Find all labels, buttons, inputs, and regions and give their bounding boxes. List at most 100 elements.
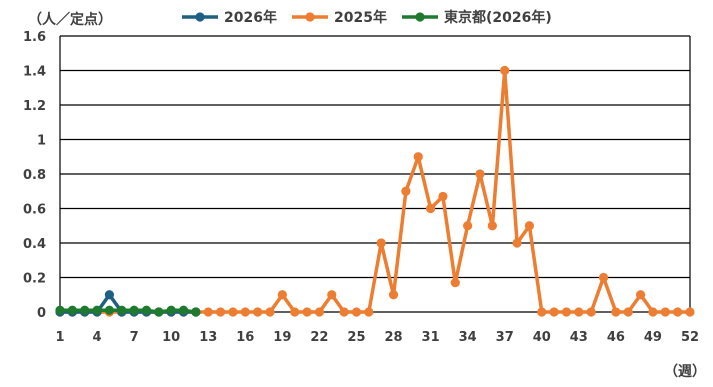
- x-tick-label: 16: [236, 330, 254, 345]
- legend: 2026年 2025年 東京都(2026年): [182, 9, 552, 26]
- x-tick-label: 7: [130, 330, 139, 345]
- x-tick-labels: 1 4 7 10 13 16 19 22 25 28 31 34 37 40 43 46 49 52: [55, 330, 699, 345]
- x-tick-label: 10: [162, 330, 180, 345]
- axes: [59, 36, 691, 312]
- data-point: [351, 307, 362, 317]
- data-point: [339, 307, 349, 317]
- data-point: [524, 221, 535, 231]
- data-point: [413, 152, 423, 162]
- x-tick-label: 43: [570, 330, 588, 345]
- y-tick-label: 0: [37, 306, 46, 321]
- data-point: [92, 305, 102, 315]
- legend-swatch-marker: [415, 12, 425, 22]
- y-tick-label: 1.4: [23, 65, 46, 80]
- data-point: [463, 221, 473, 231]
- data-point: [475, 169, 485, 179]
- y-tick-label: 1: [37, 134, 46, 149]
- y-tick-label: 1.2: [23, 99, 46, 114]
- y-tick-label: 0.6: [23, 203, 46, 218]
- data-point: [277, 290, 287, 300]
- data-point: [129, 305, 139, 315]
- data-point: [253, 307, 263, 317]
- legend-item-2: 東京都(2026年): [402, 9, 552, 26]
- y-unit-label: （人／定点）: [28, 11, 112, 28]
- data-point: [314, 307, 325, 317]
- x-tick-label: 4: [93, 330, 102, 345]
- y-tick-label: 0.8: [23, 168, 46, 183]
- data-point: [364, 307, 374, 317]
- data-point: [425, 203, 436, 214]
- data-point: [673, 307, 683, 317]
- legend-swatch-marker: [305, 12, 315, 22]
- data-point: [240, 307, 250, 317]
- data-point: [215, 307, 226, 317]
- data-point: [500, 65, 510, 76]
- data-point: [228, 307, 238, 317]
- data-point: [141, 305, 152, 315]
- data-point: [574, 307, 584, 317]
- legend-label: 2025年: [334, 9, 387, 26]
- x-tick-label: 22: [310, 330, 328, 345]
- data-point: [586, 307, 596, 317]
- series-1: [55, 65, 695, 317]
- data-point: [401, 186, 411, 196]
- data-point: [487, 221, 497, 231]
- series-2: [55, 305, 201, 317]
- data-point: [191, 307, 201, 317]
- data-point: [648, 307, 658, 317]
- x-tick-label: 13: [199, 330, 217, 345]
- legend-item-1: 2025年: [292, 9, 387, 26]
- data-point: [80, 305, 90, 315]
- data-point: [265, 307, 275, 317]
- x-tick-label: 25: [347, 330, 365, 345]
- data-point: [561, 307, 572, 317]
- data-point: [512, 238, 522, 248]
- data-point: [388, 290, 399, 300]
- data-point: [302, 307, 312, 317]
- data-point: [598, 272, 609, 283]
- data-point: [203, 307, 213, 317]
- x-tick-label: 31: [422, 330, 440, 345]
- y-tick-labels: 0 0.2 0.4 0.6 0.8 1 1.2 1.4 1.6: [23, 30, 46, 321]
- data-point: [611, 307, 621, 317]
- data-point: [450, 278, 460, 288]
- legend-label: 2026年: [224, 9, 277, 26]
- y-tick-label: 0.4: [23, 237, 46, 252]
- legend-item-0: 2026年: [182, 9, 277, 26]
- x-tick-label: 34: [459, 330, 477, 345]
- plot-area: [55, 65, 695, 317]
- data-point: [178, 305, 189, 315]
- data-point: [549, 307, 559, 317]
- series-0: [55, 290, 201, 317]
- data-point: [67, 305, 77, 315]
- x-tick-label: 40: [533, 330, 551, 345]
- x-tick-label: 19: [273, 330, 291, 345]
- x-tick-label: 1: [55, 330, 64, 345]
- data-point: [154, 307, 164, 317]
- data-point: [685, 307, 695, 317]
- y-tick-label: 0.2: [23, 272, 46, 287]
- legend-swatch-marker: [195, 12, 205, 22]
- data-point: [290, 307, 300, 317]
- x-tick-label: 28: [384, 330, 402, 345]
- legend-label: 東京都(2026年): [444, 9, 552, 26]
- data-point: [55, 305, 65, 315]
- x-unit-label: （週）: [664, 364, 706, 380]
- data-point: [660, 307, 670, 317]
- y-tick-label: 1.6: [23, 30, 46, 45]
- data-point: [117, 305, 127, 315]
- data-point: [104, 290, 115, 300]
- data-point: [166, 305, 176, 315]
- data-point: [635, 290, 646, 300]
- data-point: [104, 305, 115, 315]
- x-tick-label: 46: [607, 330, 625, 345]
- data-point: [376, 238, 386, 248]
- data-point: [327, 290, 337, 300]
- data-point: [438, 191, 448, 202]
- series-line-1: [60, 68, 690, 314]
- data-point: [623, 307, 633, 317]
- x-tick-label: 52: [681, 330, 699, 345]
- x-tick-label: 49: [644, 330, 662, 345]
- x-tick-label: 37: [496, 330, 514, 345]
